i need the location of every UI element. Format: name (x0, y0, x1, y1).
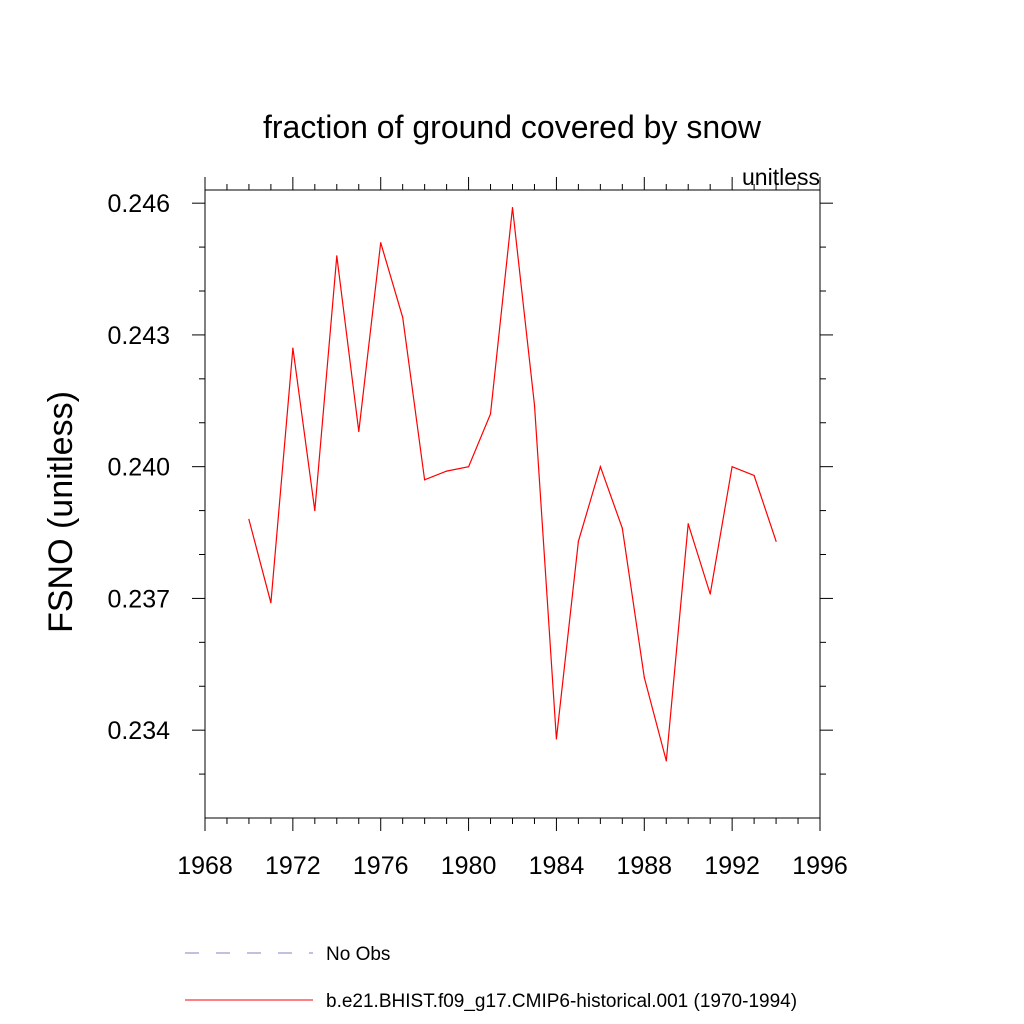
data-point (467, 466, 470, 468)
legend-label-0: No Obs (326, 944, 390, 965)
plot-frame (204, 189, 821, 819)
data-point (402, 316, 404, 318)
data-point (270, 602, 272, 604)
axis-ticks (192, 177, 833, 831)
legend: No Obs b.e21.BHIST.f09_g17.CMIP6-historic… (185, 944, 797, 1012)
series-line-0 (248, 207, 777, 762)
data-point (424, 479, 426, 481)
y-axis-label: FSNO (unitless) (42, 391, 80, 633)
data-point (753, 474, 755, 477)
x-tick-label: 1996 (792, 852, 848, 880)
data-point (665, 760, 667, 762)
tick-labels: 1968 1972 1976 1980 1984 1988 1992 1996 0.234 0.2… (107, 190, 847, 880)
chart-title: fraction of ground covered by snow (263, 109, 762, 145)
data-point (687, 523, 689, 525)
y-tick-label: 0.240 (107, 454, 170, 482)
data-point (775, 540, 777, 542)
data-point (358, 430, 360, 433)
x-tick-label: 1980 (441, 852, 497, 880)
x-tick-label: 1988 (616, 852, 672, 880)
data-point (599, 466, 601, 468)
data-point (555, 738, 558, 740)
x-tick-label: 1972 (265, 852, 321, 880)
x-tick-label: 1984 (529, 852, 585, 880)
data-point (336, 255, 338, 257)
data-point (643, 676, 645, 679)
y-tick-label: 0.237 (107, 585, 170, 613)
y-tick-label: 0.234 (107, 717, 170, 745)
data-point (446, 470, 448, 472)
legend-label-1: b.e21.BHIST.f09_g17.CMIP6-historical.001… (326, 991, 797, 1012)
data-point (533, 404, 536, 406)
data-point (709, 593, 711, 595)
data-point (314, 509, 316, 512)
y-tick-label: 0.243 (107, 322, 170, 350)
y-tick-label: 0.246 (107, 190, 170, 218)
data-point (248, 518, 250, 520)
units-label: unitless (742, 164, 820, 190)
x-tick-label: 1968 (177, 852, 233, 880)
series-group (248, 206, 777, 762)
data-point (621, 527, 623, 529)
data-point (731, 466, 733, 468)
x-tick-label: 1992 (704, 852, 760, 880)
data-point (380, 242, 382, 244)
data-point (577, 540, 579, 542)
data-point (292, 347, 294, 349)
data-point (511, 206, 514, 209)
data-point (489, 413, 492, 415)
x-tick-label: 1976 (353, 852, 409, 880)
